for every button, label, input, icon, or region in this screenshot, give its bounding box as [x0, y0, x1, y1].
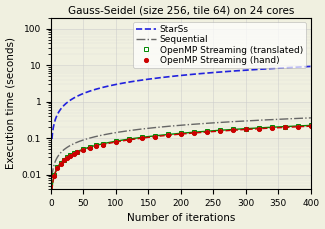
Sequential — [50, 176, 54, 179]
StarSs — [246, 69, 250, 71]
OpenMP Streaming (translated) — [62, 158, 66, 161]
Title: Gauss-Seidel (size 256, tile 64) on 24 cores: Gauss-Seidel (size 256, tile 64) on 24 c… — [68, 5, 294, 16]
OpenMP Streaming (translated) — [72, 152, 76, 155]
StarSs — [200, 72, 204, 75]
OpenMP Streaming (translated) — [192, 131, 196, 134]
OpenMP Streaming (translated) — [101, 142, 105, 145]
OpenMP Streaming (hand) — [218, 130, 222, 132]
OpenMP Streaming (hand) — [140, 137, 144, 139]
OpenMP Streaming (hand) — [257, 127, 261, 130]
StarSs — [273, 67, 277, 70]
OpenMP Streaming (hand) — [72, 153, 76, 155]
OpenMP Streaming (hand) — [166, 134, 170, 137]
OpenMP Streaming (hand) — [75, 151, 79, 154]
OpenMP Streaming (hand) — [179, 133, 183, 136]
OpenMP Streaming (translated) — [166, 133, 170, 136]
OpenMP Streaming (hand) — [283, 126, 287, 129]
Sequential — [246, 119, 250, 122]
Sequential — [200, 122, 204, 125]
StarSs — [50, 138, 54, 140]
StarSs — [215, 71, 219, 74]
OpenMP Streaming (translated) — [88, 146, 92, 148]
OpenMP Streaming (translated) — [257, 127, 261, 129]
OpenMP Streaming (translated) — [56, 166, 59, 169]
OpenMP Streaming (hand) — [88, 147, 92, 149]
OpenMP Streaming (hand) — [153, 135, 157, 138]
Sequential — [66, 146, 70, 148]
OpenMP Streaming (hand) — [101, 143, 105, 146]
StarSs — [207, 71, 211, 74]
Y-axis label: Execution time (seconds): Execution time (seconds) — [6, 38, 16, 169]
StarSs — [309, 65, 313, 68]
OpenMP Streaming (hand) — [69, 154, 72, 157]
OpenMP Streaming (translated) — [231, 128, 235, 131]
OpenMP Streaming (hand) — [309, 125, 313, 128]
OpenMP Streaming (hand) — [65, 156, 69, 159]
StarSs — [66, 101, 70, 103]
OpenMP Streaming (translated) — [153, 134, 157, 137]
OpenMP Streaming (hand) — [82, 149, 85, 151]
OpenMP Streaming (translated) — [114, 140, 118, 143]
OpenMP Streaming (translated) — [95, 144, 98, 147]
OpenMP Streaming (hand) — [59, 162, 63, 165]
OpenMP Streaming (translated) — [218, 129, 222, 132]
OpenMP Streaming (hand) — [231, 129, 235, 132]
OpenMP Streaming (translated) — [309, 124, 313, 127]
Sequential — [309, 117, 313, 119]
Sequential — [215, 121, 219, 124]
OpenMP Streaming (hand) — [270, 127, 274, 129]
OpenMP Streaming (translated) — [244, 127, 248, 130]
OpenMP Streaming (hand) — [192, 132, 196, 134]
OpenMP Streaming (hand) — [127, 139, 131, 141]
OpenMP Streaming (translated) — [82, 148, 85, 150]
OpenMP Streaming (translated) — [59, 161, 63, 164]
OpenMP Streaming (translated) — [179, 132, 183, 135]
OpenMP Streaming (translated) — [127, 138, 131, 140]
OpenMP Streaming (translated) — [205, 130, 209, 133]
Sequential — [207, 122, 211, 125]
Line: OpenMP Streaming (hand): OpenMP Streaming (hand) — [52, 124, 313, 178]
OpenMP Streaming (translated) — [65, 156, 69, 158]
X-axis label: Number of iterations: Number of iterations — [127, 213, 235, 224]
OpenMP Streaming (hand) — [114, 141, 118, 143]
OpenMP Streaming (translated) — [75, 150, 79, 153]
OpenMP Streaming (hand) — [95, 145, 98, 147]
OpenMP Streaming (hand) — [244, 128, 248, 131]
OpenMP Streaming (translated) — [283, 125, 287, 128]
OpenMP Streaming (hand) — [56, 167, 59, 170]
OpenMP Streaming (hand) — [52, 175, 56, 177]
Line: OpenMP Streaming (translated): OpenMP Streaming (translated) — [52, 123, 313, 177]
OpenMP Streaming (translated) — [140, 136, 144, 139]
Line: StarSs: StarSs — [52, 66, 311, 139]
OpenMP Streaming (hand) — [62, 159, 66, 162]
OpenMP Streaming (translated) — [52, 174, 56, 177]
OpenMP Streaming (translated) — [296, 125, 300, 127]
Sequential — [273, 118, 277, 121]
OpenMP Streaming (hand) — [205, 131, 209, 133]
OpenMP Streaming (translated) — [69, 154, 72, 156]
OpenMP Streaming (hand) — [296, 125, 300, 128]
OpenMP Streaming (translated) — [270, 126, 274, 129]
Line: Sequential: Sequential — [52, 118, 311, 177]
Legend: StarSs, Sequential, OpenMP Streaming (translated), OpenMP Streaming (hand): StarSs, Sequential, OpenMP Streaming (tr… — [134, 22, 306, 68]
